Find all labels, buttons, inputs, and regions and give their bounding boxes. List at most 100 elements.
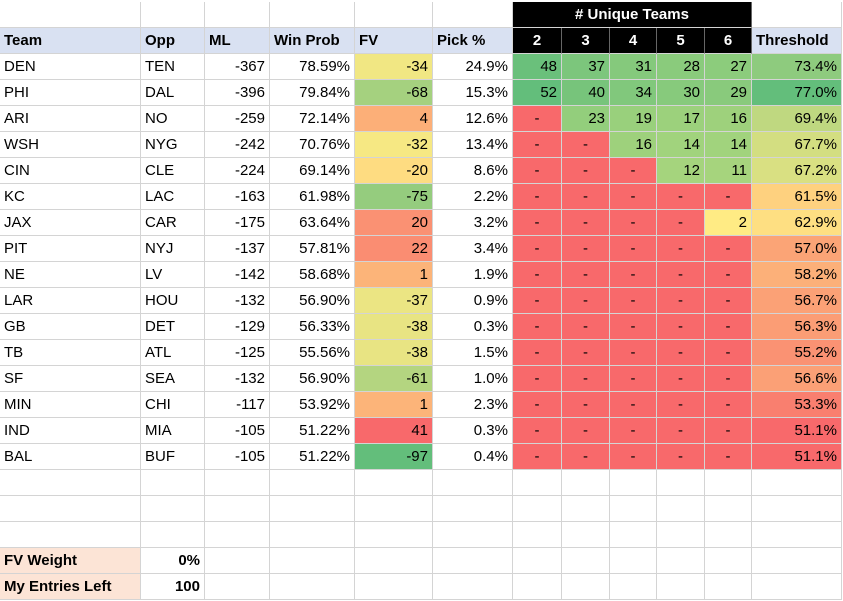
empty-cell[interactable] bbox=[513, 522, 562, 548]
unique-cell[interactable]: - bbox=[705, 444, 752, 470]
opp-cell[interactable]: NYG bbox=[141, 132, 205, 158]
unique-cell[interactable]: 52 bbox=[513, 80, 562, 106]
unique-cell[interactable]: - bbox=[610, 262, 657, 288]
unique-cell[interactable]: - bbox=[513, 366, 562, 392]
unique-cell[interactable]: - bbox=[513, 262, 562, 288]
unique-cell[interactable]: - bbox=[513, 106, 562, 132]
unique-cell[interactable]: - bbox=[513, 418, 562, 444]
opp-cell[interactable]: DET bbox=[141, 314, 205, 340]
win-prob-cell[interactable]: 61.98% bbox=[270, 184, 355, 210]
unique-cell[interactable]: - bbox=[562, 366, 610, 392]
empty-cell[interactable] bbox=[705, 496, 752, 522]
team-cell[interactable]: IND bbox=[0, 418, 141, 444]
entries-left-value[interactable]: 100 bbox=[141, 574, 205, 600]
unique-cell[interactable]: - bbox=[705, 288, 752, 314]
empty-cell[interactable] bbox=[610, 470, 657, 496]
unique-cell[interactable]: - bbox=[610, 340, 657, 366]
unique-cell[interactable]: - bbox=[657, 444, 705, 470]
win-prob-cell[interactable]: 63.64% bbox=[270, 210, 355, 236]
empty-cell[interactable] bbox=[752, 496, 842, 522]
unique-cell[interactable]: - bbox=[657, 288, 705, 314]
threshold-cell[interactable]: 56.3% bbox=[752, 314, 842, 340]
unique-cell[interactable]: - bbox=[610, 158, 657, 184]
empty-cell[interactable] bbox=[657, 522, 705, 548]
unique-cell[interactable]: - bbox=[610, 314, 657, 340]
empty-cell[interactable] bbox=[610, 548, 657, 574]
ml-cell[interactable]: -105 bbox=[205, 418, 270, 444]
ml-cell[interactable]: -224 bbox=[205, 158, 270, 184]
empty-cell[interactable] bbox=[657, 470, 705, 496]
unique-cell[interactable]: - bbox=[705, 236, 752, 262]
header-unique-3[interactable]: 3 bbox=[562, 28, 610, 54]
unique-cell[interactable]: - bbox=[513, 132, 562, 158]
team-cell[interactable]: NE bbox=[0, 262, 141, 288]
win-prob-cell[interactable]: 56.33% bbox=[270, 314, 355, 340]
empty-cell[interactable] bbox=[355, 522, 433, 548]
unique-cell[interactable]: 34 bbox=[610, 80, 657, 106]
empty-cell[interactable] bbox=[270, 574, 355, 600]
fv-weight-value[interactable]: 0% bbox=[141, 548, 205, 574]
unique-cell[interactable]: - bbox=[657, 262, 705, 288]
unique-cell[interactable]: 31 bbox=[610, 54, 657, 80]
unique-cell[interactable]: 29 bbox=[705, 80, 752, 106]
pick-pct-cell[interactable]: 3.4% bbox=[433, 236, 513, 262]
pick-pct-cell[interactable]: 24.9% bbox=[433, 54, 513, 80]
opp-cell[interactable]: LV bbox=[141, 262, 205, 288]
empty-cell[interactable] bbox=[0, 2, 141, 28]
unique-cell[interactable]: 37 bbox=[562, 54, 610, 80]
unique-cell[interactable]: - bbox=[562, 158, 610, 184]
empty-cell[interactable] bbox=[657, 548, 705, 574]
unique-cell[interactable]: - bbox=[513, 184, 562, 210]
unique-cell[interactable]: - bbox=[610, 366, 657, 392]
threshold-cell[interactable]: 61.5% bbox=[752, 184, 842, 210]
win-prob-cell[interactable]: 53.92% bbox=[270, 392, 355, 418]
pick-pct-cell[interactable]: 15.3% bbox=[433, 80, 513, 106]
team-cell[interactable]: ARI bbox=[0, 106, 141, 132]
unique-cell[interactable]: 16 bbox=[610, 132, 657, 158]
unique-cell[interactable]: - bbox=[562, 340, 610, 366]
opp-cell[interactable]: DAL bbox=[141, 80, 205, 106]
pick-pct-cell[interactable]: 1.5% bbox=[433, 340, 513, 366]
empty-cell[interactable] bbox=[610, 574, 657, 600]
empty-cell[interactable] bbox=[433, 2, 513, 28]
empty-cell[interactable] bbox=[705, 574, 752, 600]
opp-cell[interactable]: MIA bbox=[141, 418, 205, 444]
ml-cell[interactable]: -367 bbox=[205, 54, 270, 80]
fv-cell[interactable]: 1 bbox=[355, 262, 433, 288]
ml-cell[interactable]: -259 bbox=[205, 106, 270, 132]
empty-cell[interactable] bbox=[270, 2, 355, 28]
empty-cell[interactable] bbox=[433, 522, 513, 548]
empty-cell[interactable] bbox=[752, 522, 842, 548]
unique-cell[interactable]: 16 bbox=[705, 106, 752, 132]
unique-cell[interactable]: - bbox=[657, 184, 705, 210]
pick-pct-cell[interactable]: 12.6% bbox=[433, 106, 513, 132]
ml-cell[interactable]: -242 bbox=[205, 132, 270, 158]
empty-cell[interactable] bbox=[205, 522, 270, 548]
pick-pct-cell[interactable]: 0.9% bbox=[433, 288, 513, 314]
win-prob-cell[interactable]: 55.56% bbox=[270, 340, 355, 366]
empty-cell[interactable] bbox=[705, 470, 752, 496]
fv-cell[interactable]: -38 bbox=[355, 340, 433, 366]
unique-cell[interactable]: - bbox=[610, 418, 657, 444]
threshold-cell[interactable]: 67.7% bbox=[752, 132, 842, 158]
opp-cell[interactable]: NYJ bbox=[141, 236, 205, 262]
threshold-cell[interactable]: 57.0% bbox=[752, 236, 842, 262]
fv-cell[interactable]: 20 bbox=[355, 210, 433, 236]
header-unique-2[interactable]: 2 bbox=[513, 28, 562, 54]
ml-cell[interactable]: -137 bbox=[205, 236, 270, 262]
empty-cell[interactable] bbox=[270, 496, 355, 522]
pick-pct-cell[interactable]: 1.9% bbox=[433, 262, 513, 288]
empty-cell[interactable] bbox=[205, 574, 270, 600]
win-prob-cell[interactable]: 56.90% bbox=[270, 288, 355, 314]
empty-cell[interactable] bbox=[141, 470, 205, 496]
win-prob-cell[interactable]: 56.90% bbox=[270, 366, 355, 392]
fv-cell[interactable]: 1 bbox=[355, 392, 433, 418]
unique-cell[interactable]: - bbox=[657, 314, 705, 340]
win-prob-cell[interactable]: 70.76% bbox=[270, 132, 355, 158]
ml-cell[interactable]: -105 bbox=[205, 444, 270, 470]
threshold-cell[interactable]: 58.2% bbox=[752, 262, 842, 288]
team-cell[interactable]: PHI bbox=[0, 80, 141, 106]
header-opp[interactable]: Opp bbox=[141, 28, 205, 54]
fv-cell[interactable]: -61 bbox=[355, 366, 433, 392]
unique-cell[interactable]: - bbox=[657, 366, 705, 392]
